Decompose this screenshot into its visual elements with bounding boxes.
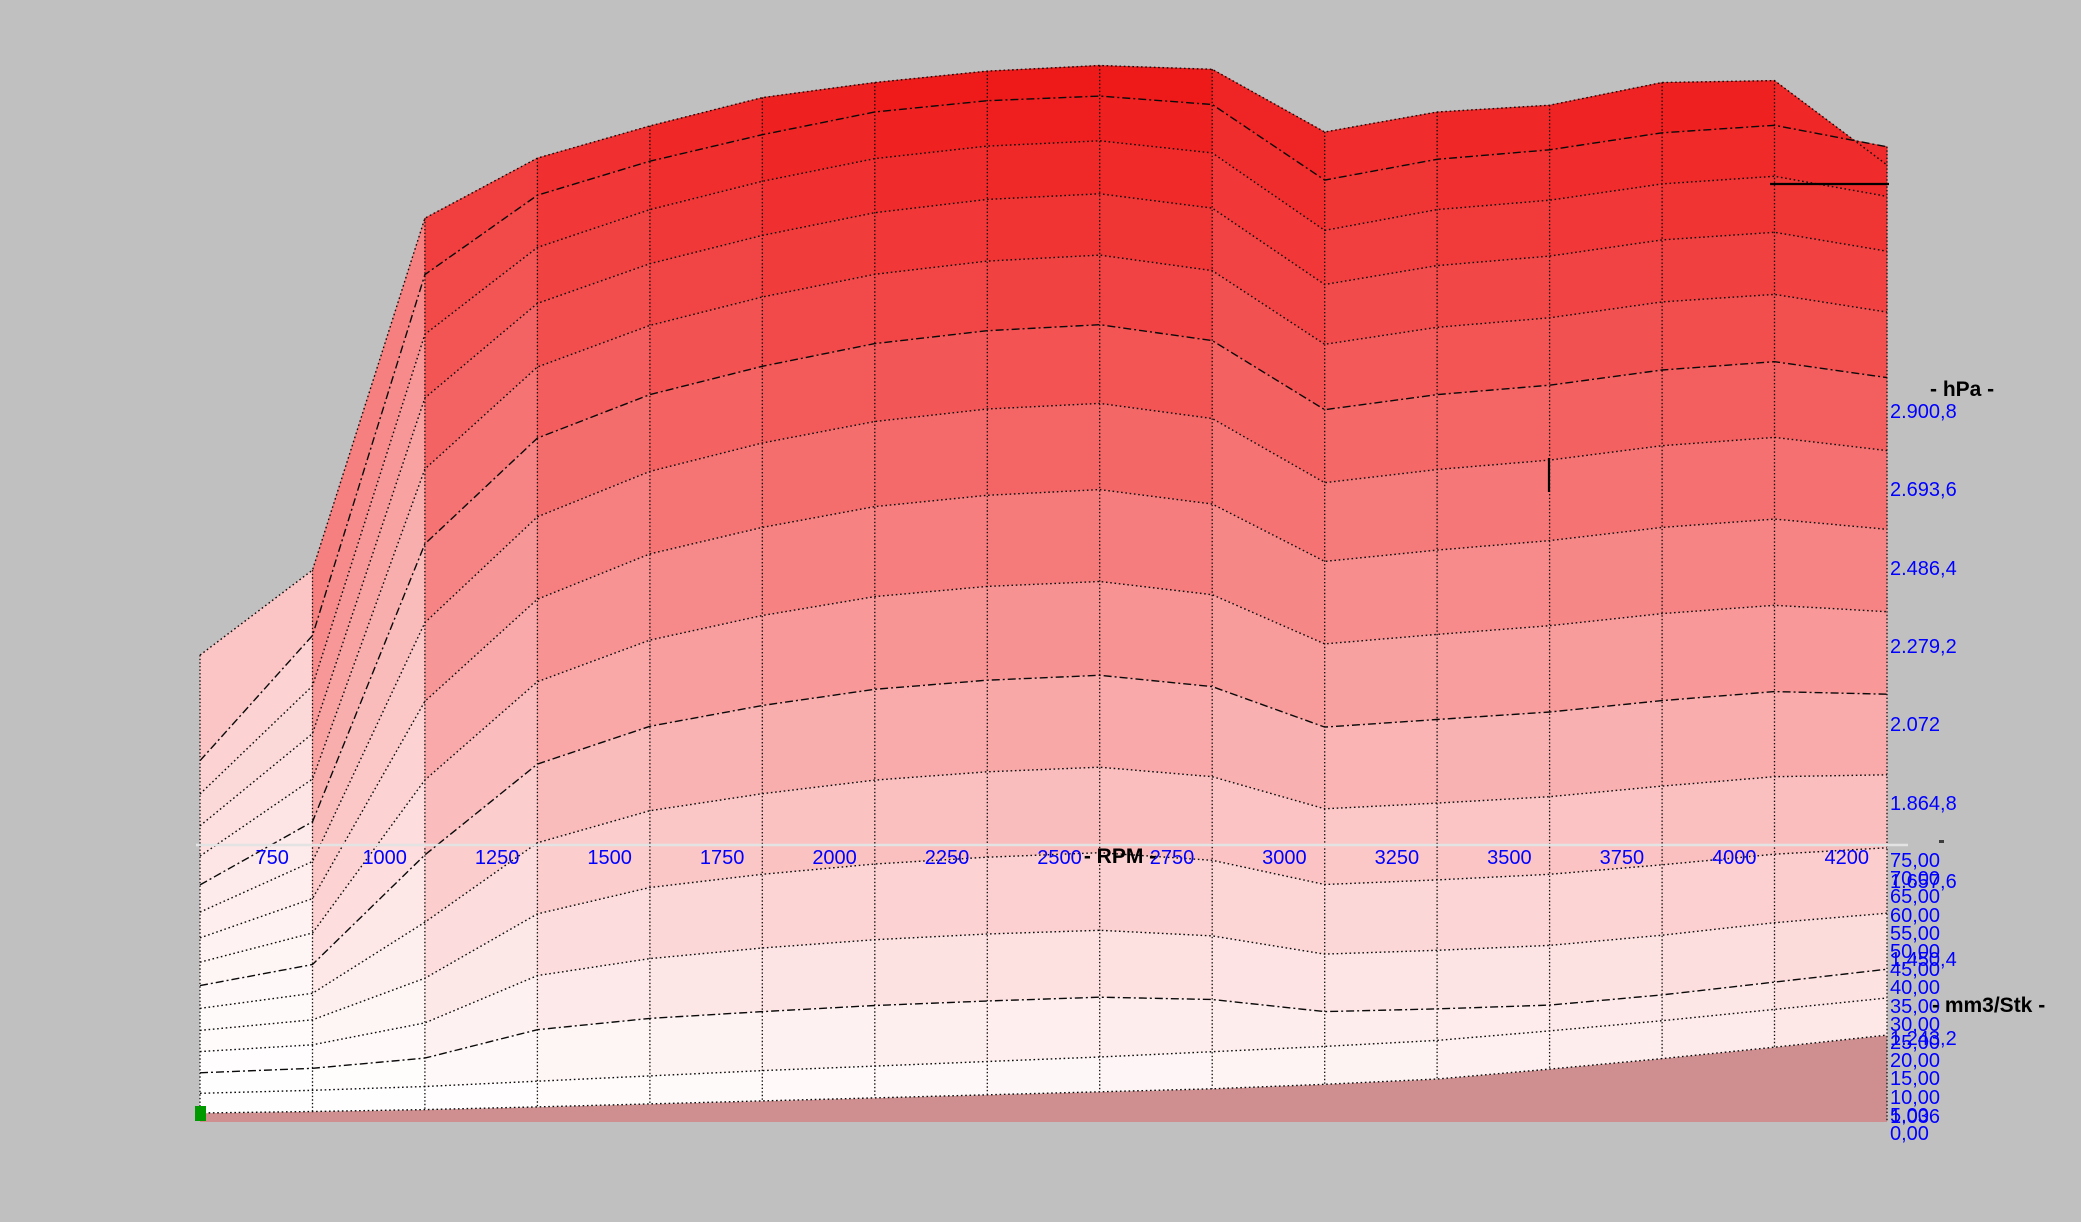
axis-end-tick: [1939, 840, 1944, 843]
hpa-tick-label: 2.279,2: [1890, 636, 1957, 659]
mm3-tick-label: 30,00: [1890, 1013, 1941, 1036]
mm3-tick-label: 35,00: [1890, 995, 1941, 1018]
rpm-tick-label: 2750: [1149, 847, 1195, 869]
hpa-tick-label: 1.450,4: [1890, 949, 1957, 972]
hpa-tick-label: 2.900,8: [1890, 401, 1957, 424]
mm3-tick-label: 60,00: [1890, 904, 1941, 927]
mm3-tick-label: 45,00: [1890, 959, 1941, 982]
rpm-tick-label: 3500: [1487, 847, 1532, 869]
hpa-axis-name: - hPa -: [1930, 378, 1995, 401]
rpm-tick-label: 3000: [1262, 847, 1307, 869]
mm3-tick-label: 70,00: [1890, 868, 1941, 891]
hpa-tick-label: 1.657,6: [1890, 871, 1957, 894]
rpm-tick-label: 4000: [1712, 847, 1757, 869]
mm3-tick-label: 65,00: [1890, 886, 1941, 909]
mm3-tick-label: 15,00: [1890, 1068, 1941, 1091]
mm3-tick-label: 0,00: [1890, 1123, 1929, 1145]
mm3-axis-name: - mm3/Stk -: [1932, 994, 2046, 1017]
rpm-tick-label: 4200: [1824, 847, 1870, 869]
rpm-tick-label: 1000: [362, 847, 407, 869]
hpa-tick-label: 2.486,4: [1890, 557, 1957, 580]
mm3-tick-label: 40,00: [1890, 977, 1941, 1000]
mm3-tick-label: 20,00: [1890, 1050, 1941, 1073]
mm3-tick-label: 75,00: [1890, 850, 1941, 872]
mm3-tick-label: 55,00: [1890, 922, 1941, 945]
rpm-tick-label: 1500: [587, 847, 632, 869]
hpa-tick-label: 1.243,2: [1890, 1027, 1957, 1050]
rpm-tick-label: 2250: [924, 847, 970, 869]
selection-marker: [195, 1106, 206, 1121]
rpm-tick-label: 3750: [1599, 847, 1645, 869]
hpa-tick-label: 2.072: [1890, 714, 1941, 737]
hpa-tick-label: 2.693,6: [1890, 479, 1957, 502]
mm3-tick-label: 10,00: [1890, 1086, 1941, 1109]
rpm-tick-label: 3250: [1374, 847, 1420, 869]
floor-apron: [200, 1035, 1887, 1122]
mm3-tick-label: 5,00: [1890, 1104, 1929, 1127]
mm3-tick-label: 25,00: [1890, 1032, 1941, 1054]
rpm-tick-label: 750: [255, 847, 289, 869]
rpm-tick-label: 1250: [474, 847, 520, 869]
rpm-tick-label: 2000: [812, 847, 857, 869]
rpm-tick-label: 2500: [1037, 847, 1082, 869]
hpa-tick-label: 1.036: [1890, 1106, 1941, 1128]
hpa-tick-label: 1.864,8: [1890, 792, 1957, 815]
rpm-tick-label: 1750: [699, 847, 745, 869]
mm3-tick-label: 50,00: [1890, 941, 1941, 963]
rpm-axis-name: - RPM -: [1083, 845, 1157, 868]
